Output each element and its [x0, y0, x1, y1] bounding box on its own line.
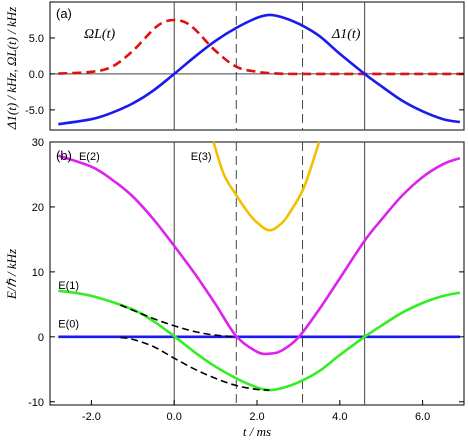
panel-b-series-dashed-4: [120, 304, 237, 338]
panel-a-label: (a): [56, 6, 72, 21]
panel-b-ytick-label-0: -10: [28, 397, 44, 409]
omega-label: ΩL(t): [84, 27, 115, 42]
panel-b-series-e-2-: [57, 154, 461, 356]
curve-label-e1: E(1): [58, 280, 79, 292]
panel-b-xtick-label-3: 4.0: [332, 411, 347, 423]
panel-b-xtick-label-4: 6.0: [415, 411, 430, 423]
panel-b-series-e-1-: [58, 289, 461, 392]
y-axis-title-b: E/ℏ / kHz: [4, 249, 19, 300]
panel-b-ytick-label-4: 30: [32, 137, 44, 149]
panel-a-series--1-t-: [58, 13, 461, 126]
panel-b-xtick-label-0: -2.0: [82, 411, 101, 423]
panel-b-x-ticks: -2.0 0.0 2.0 4.0 6.0: [82, 400, 430, 423]
panel-b-series-dashed-5: [120, 336, 270, 391]
panel-b-reference-lines: [173, 142, 366, 405]
y-axis-title-a: Δ1(t) / kHz, ΩL(t) / kHz: [4, 7, 19, 130]
panel-b: -10 0 10 20 30 -2.0 0.0 2.0 4.0 6.0 E(2) E(3) E(1)…: [28, 137, 465, 423]
panel-b-curve-labels: E(2) E(3) E(1) E(0): [58, 151, 211, 331]
panel-a-ytick-label-2: 5.0: [29, 33, 44, 45]
panel-a-ytick-label-0: -5.0: [25, 105, 44, 117]
panel-b-xtick-label-2: 2.0: [249, 411, 264, 423]
curve-label-e0: E(0): [58, 319, 79, 331]
panel-a-ytick-label-1: 0.0: [29, 69, 44, 81]
x-axis-title: t / ms: [243, 424, 271, 439]
panel-b-series-e-3-: [212, 141, 321, 232]
panel-b-label: (b): [56, 148, 72, 163]
panel-b-ytick-label-3: 20: [32, 202, 44, 214]
curve-label-e3: E(3): [191, 151, 212, 163]
panel-a-reference-lines: [173, 2, 366, 130]
panel-a-frame: [49, 1, 465, 131]
panel-a: -5.0 0.0 5.0 (a) ΩL(t) Δ1(t): [25, 1, 465, 131]
panel-a-series: [58, 13, 464, 126]
panel-b-y-ticks: -10 0 10 20 30: [28, 137, 464, 409]
panel-a-y-ticks: -5.0 0.0 5.0: [25, 33, 464, 117]
panel-b-ytick-label-2: 10: [32, 267, 44, 279]
panel-b-frame: [49, 141, 465, 406]
panel-b-ytick-label-1: 0: [38, 332, 44, 344]
panel-b-series: [57, 141, 461, 392]
curve-label-e2: E(2): [79, 151, 100, 163]
panel-a-series--l-t-: [58, 18, 464, 76]
panel-b-xtick-label-1: 0.0: [167, 411, 182, 423]
delta-label: Δ1(t): [331, 27, 361, 42]
